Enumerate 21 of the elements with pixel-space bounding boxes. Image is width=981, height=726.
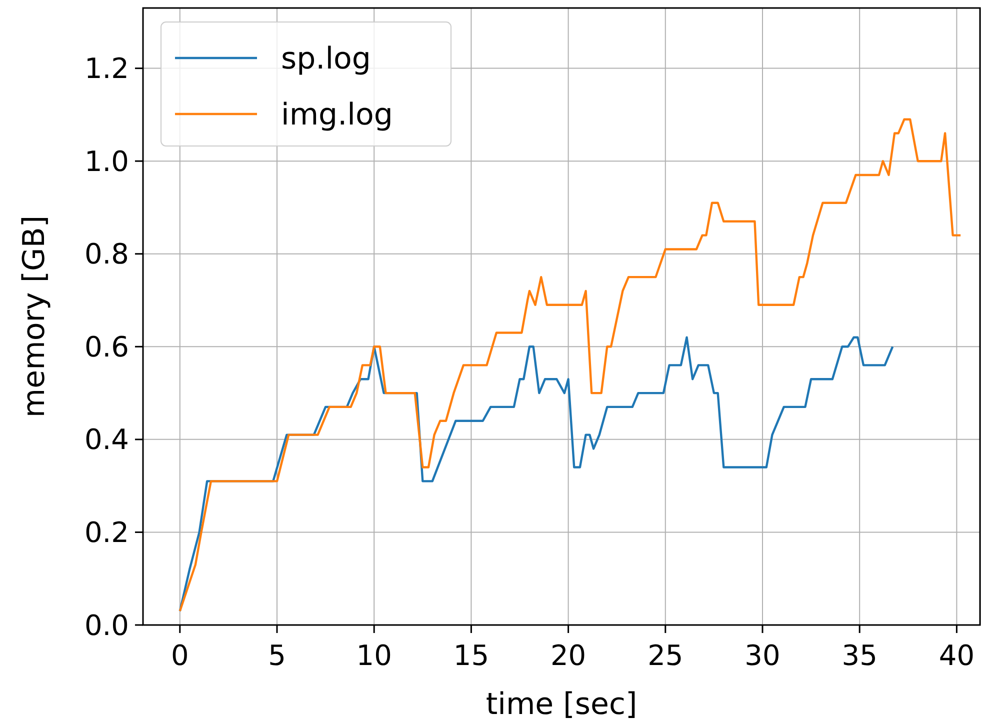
y-tick-label: 0.6 [84, 330, 129, 364]
x-tick-label: 0 [170, 639, 189, 672]
legend-label: img.log [281, 98, 393, 132]
y-tick-label: 0.4 [84, 423, 129, 456]
line-series [178, 336, 894, 612]
x-tick-label: 15 [453, 639, 490, 672]
legend-label: sp.log [281, 42, 371, 76]
x-tick-label: 20 [550, 639, 586, 672]
y-tick-label: 0.2 [84, 516, 129, 550]
y-axis-title: memory [GB] [17, 215, 52, 418]
x-axis-title: time [sec] [486, 687, 638, 722]
y-tick-label: 0.0 [84, 608, 129, 642]
y-tick-label: 1.0 [84, 144, 129, 178]
x-tick-label: 30 [744, 639, 780, 672]
x-tick-label: 10 [356, 639, 392, 672]
x-tick-label: 40 [938, 639, 975, 672]
x-tick-label: 5 [268, 639, 286, 672]
x-tick-label: 25 [648, 639, 684, 672]
y-tick-label: 0.8 [84, 238, 129, 271]
y-tick-label: 1.2 [84, 52, 129, 86]
x-tick-label: 35 [842, 639, 878, 672]
